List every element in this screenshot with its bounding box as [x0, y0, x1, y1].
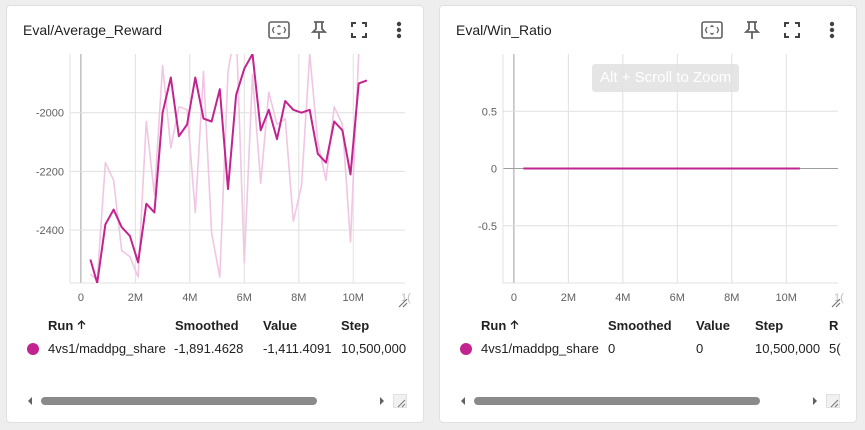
x-tick-label-partial: 1( — [401, 292, 411, 304]
scroll-thumb[interactable] — [474, 397, 760, 405]
fullscreen-icon — [784, 22, 800, 38]
arrow-up-icon — [77, 320, 86, 329]
more-options-button[interactable] — [820, 18, 844, 42]
x-tick-label: 10M — [776, 292, 797, 304]
x-tick-label-partial: 1( — [834, 292, 844, 304]
step-value: 10,500,000 — [755, 341, 821, 356]
y-tick-label: -2400 — [36, 225, 64, 237]
zoom-hint: Alt + Scroll to Zoom — [592, 64, 740, 92]
resize-handle-icon[interactable] — [396, 296, 408, 308]
x-tick-label: 0 — [511, 292, 517, 304]
smoothed-value: 0 — [608, 341, 616, 356]
line-chart[interactable]: 0 2M 4M 6M 8M 10M 1( -2400 -2200 -2000 — [7, 50, 423, 312]
relative-value: 5( — [829, 341, 841, 356]
table-resize-corner[interactable] — [393, 394, 407, 408]
data-table: Run Smoothed Value Step R 4vs1/maddpg_sh… — [440, 311, 856, 361]
x-tick-label: 8M — [291, 292, 306, 304]
fullscreen-button[interactable] — [347, 18, 371, 42]
column-header-value[interactable]: Value — [696, 318, 730, 333]
resize-corner-icon — [830, 399, 839, 408]
x-tick-label: 4M — [182, 292, 197, 304]
column-header-step[interactable]: Step — [755, 318, 784, 333]
raw-value: -1,411.4091 — [263, 341, 332, 356]
y-tick-label: 0.5 — [482, 106, 497, 118]
line-chart[interactable]: 0 2M 4M 6M 8M 10M 1( -0.5 0 0.5 — [440, 50, 856, 312]
column-header-run[interactable]: Run — [48, 318, 86, 333]
scroll-right-icon[interactable] — [377, 396, 387, 406]
x-tick-label: 4M — [615, 292, 630, 304]
card-toolbar — [257, 18, 413, 42]
run-color-swatch — [460, 343, 472, 355]
x-tick-label: 10M — [343, 292, 364, 304]
fullscreen-icon — [351, 22, 367, 38]
more-options-button[interactable] — [387, 18, 411, 42]
column-header-value[interactable]: Value — [263, 318, 297, 333]
fit-to-data-button[interactable] — [700, 18, 724, 42]
fit-to-data-icon — [701, 21, 723, 39]
more-vert-icon — [829, 21, 835, 39]
x-tick-label: 2M — [128, 292, 143, 304]
fit-to-data-button[interactable] — [267, 18, 291, 42]
column-header-run[interactable]: Run — [481, 318, 519, 333]
x-tick-label: 2M — [561, 292, 576, 304]
x-tick-label: 6M — [670, 292, 685, 304]
more-vert-icon — [396, 21, 402, 39]
resize-corner-icon — [397, 399, 406, 408]
pin-icon — [744, 21, 760, 39]
resize-handle-icon[interactable] — [829, 296, 841, 308]
card-title: Eval/Win_Ratio — [456, 22, 552, 38]
pin-icon — [311, 21, 327, 39]
column-header-smoothed[interactable]: Smoothed — [608, 318, 672, 333]
scroll-left-icon[interactable] — [458, 396, 468, 406]
scroll-right-icon[interactable] — [810, 396, 820, 406]
smoothed-value: -1,891.4628 — [174, 341, 244, 356]
fullscreen-button[interactable] — [780, 18, 804, 42]
raw-series-line — [89, 54, 360, 281]
series-group — [89, 54, 368, 283]
card-toolbar — [690, 18, 846, 42]
y-tick-label: -2200 — [36, 166, 64, 178]
smoothed-series-line — [89, 54, 368, 283]
data-table: Run Smoothed Value Step 4vs1/maddpg_shar… — [7, 311, 423, 361]
fit-to-data-icon — [268, 21, 290, 39]
y-tick-label: -0.5 — [478, 221, 497, 233]
pin-button[interactable] — [740, 18, 764, 42]
table-resize-corner[interactable] — [826, 394, 840, 408]
scroll-thumb[interactable] — [41, 397, 317, 405]
column-header-smoothed[interactable]: Smoothed — [175, 318, 239, 333]
card-title: Eval/Average_Reward — [23, 22, 163, 38]
arrow-up-icon — [510, 320, 519, 329]
scalar-card-win-ratio: Eval/Win_Ratio 0 2M 4M 6M 8M 10M 1( -0.5 0 0.5 Al… — [439, 5, 857, 423]
scalar-card-average-reward: Eval/Average_Reward 0 2M 4M 6M 8M 10M 1( -2400 -… — [6, 5, 424, 423]
column-header-step[interactable]: Step — [341, 318, 370, 333]
raw-value: 0 — [696, 341, 704, 356]
x-tick-label: 6M — [237, 292, 252, 304]
column-header-relative[interactable]: R — [829, 318, 839, 333]
y-tick-label: -2000 — [36, 108, 64, 120]
run-name: 4vs1/maddpg_share — [48, 341, 166, 356]
x-tick-label: 0 — [78, 292, 84, 304]
horizontal-scrollbar[interactable] — [7, 394, 423, 408]
run-name: 4vs1/maddpg_share — [481, 341, 599, 356]
run-color-swatch — [27, 343, 39, 355]
horizontal-scrollbar[interactable] — [440, 394, 856, 408]
x-tick-label: 8M — [724, 292, 739, 304]
step-value: 10,500,000 — [341, 341, 407, 356]
pin-button[interactable] — [307, 18, 331, 42]
scroll-left-icon[interactable] — [25, 396, 35, 406]
y-tick-label: 0 — [491, 164, 497, 176]
